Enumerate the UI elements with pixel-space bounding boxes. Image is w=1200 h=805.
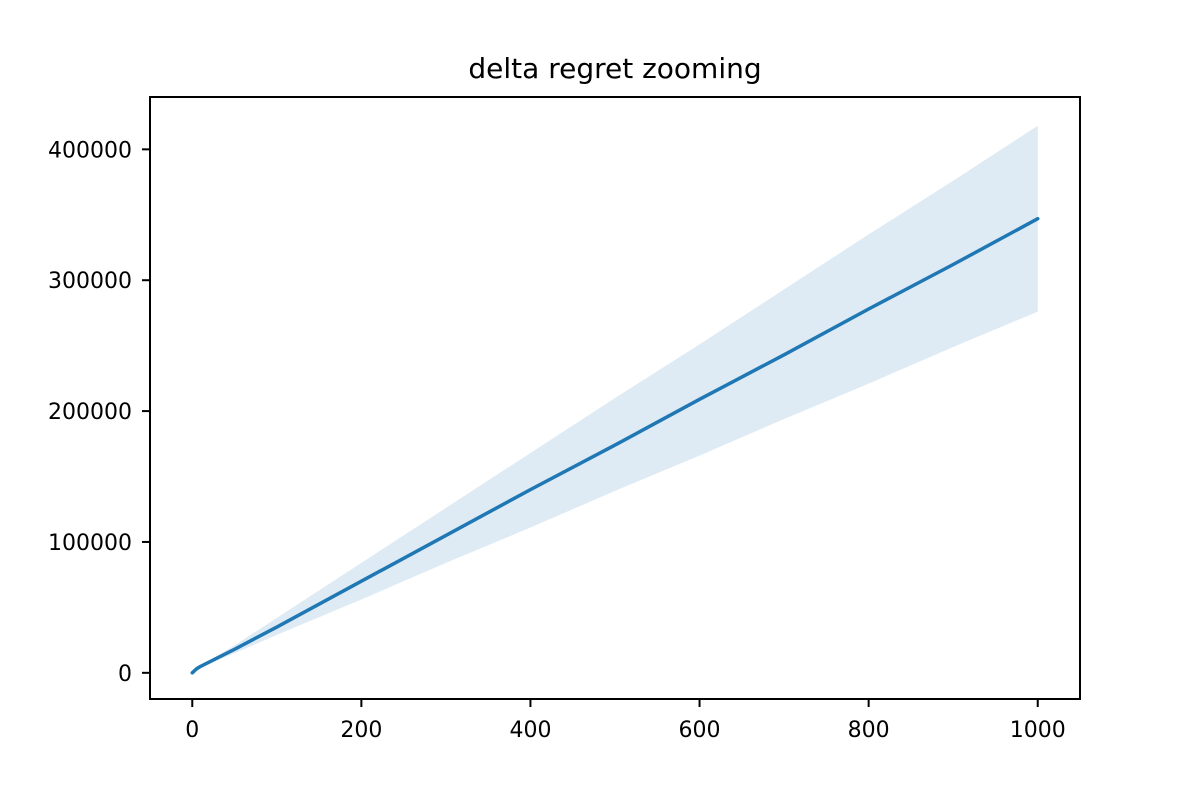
x-tick-label: 600 (679, 718, 721, 743)
series-line (190, 216, 1040, 675)
series-line-layer (190, 216, 1040, 675)
x-tick-label: 200 (340, 718, 382, 743)
plot-frame (149, 96, 1081, 700)
y-tick-label: 300000 (48, 269, 132, 294)
confidence-band (192, 125, 1038, 673)
x-tick-label: 1000 (1010, 718, 1066, 743)
confidence-band-layer (192, 125, 1038, 673)
x-axis: 0 200 400 600 800 1000 (185, 699, 1066, 743)
x-tick-label: 800 (848, 718, 890, 743)
y-tick-label: 0 (118, 662, 132, 687)
x-tick-label: 0 (185, 718, 199, 743)
y-tick-label: 400000 (48, 138, 132, 163)
y-tick-label: 200000 (48, 400, 132, 425)
chart-title: delta regret zooming (468, 52, 761, 85)
x-tick-label: 400 (509, 718, 551, 743)
y-tick-label: 100000 (48, 531, 132, 556)
y-axis: 0 100000 200000 300000 400000 (48, 138, 150, 687)
